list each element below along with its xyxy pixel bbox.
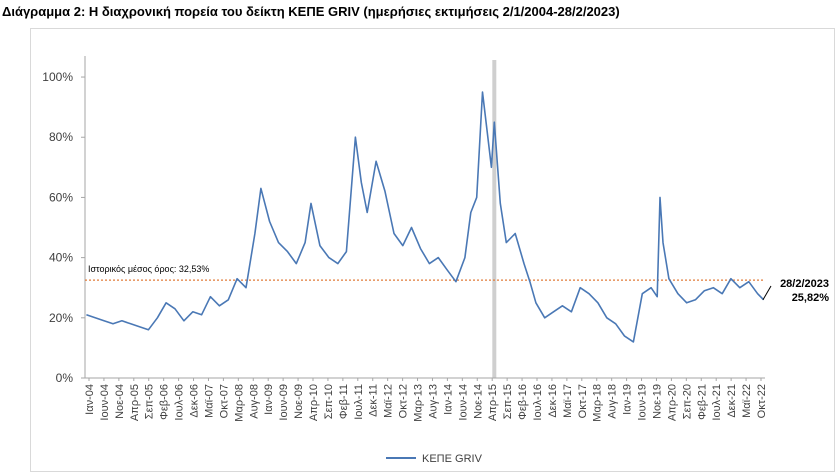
- end-annotation-pointer: [762, 285, 772, 301]
- x-tick-label: Μαϊ-07: [203, 384, 215, 418]
- x-tick-label: Ιουλ-11: [353, 384, 365, 420]
- x-tick-label: Αυγ-18: [607, 384, 619, 419]
- x-tick-label: Οκτ-17: [577, 384, 589, 418]
- x-tick-label: Ιουλ-16: [532, 384, 544, 421]
- highlight-band: [492, 60, 497, 378]
- chart-frame: [30, 28, 835, 472]
- x-tick-label: Σεπ-20: [681, 384, 693, 419]
- x-tick-label: Μαϊ-17: [562, 384, 574, 418]
- x-tick-label: Ιαν-19: [622, 384, 634, 415]
- x-tick-label: Φεβ-06: [159, 384, 171, 420]
- x-tick-label: Απρ-20: [666, 384, 678, 421]
- x-tick-label: Δεκ-06: [189, 384, 201, 418]
- x-tick-label: Νοε-04: [114, 384, 126, 419]
- end-annotation-value: 25,82%: [792, 292, 830, 304]
- x-tick-label: Ιουλ-06: [174, 384, 186, 421]
- y-tick-label: 20%: [49, 311, 73, 325]
- series-line-kepe-griv: [86, 91, 765, 343]
- x-tick-label: Σεπ-05: [144, 384, 156, 419]
- x-tick-label: Σεπ-10: [323, 384, 335, 419]
- y-tick-label: 0%: [56, 371, 74, 385]
- x-tick-label: Μαϊ-22: [741, 384, 753, 418]
- x-tick-label: Μαρ-08: [233, 384, 245, 422]
- mean-reference-label: Ιστορικός μέσος όρος: 32,53%: [88, 264, 209, 274]
- end-annotation-date: 28/2/2023: [780, 278, 829, 290]
- x-tick-label: Αυγ-08: [248, 384, 260, 419]
- x-tick-label: Μαρ-18: [592, 384, 604, 422]
- x-tick-label: Οκτ-07: [218, 384, 230, 418]
- x-tick-label: Ιουν-04: [99, 384, 111, 421]
- chart-title: Διάγραμμα 2: Η διαχρονική πορεία του δεί…: [2, 4, 620, 19]
- x-tick-label: Απρ-05: [129, 384, 141, 421]
- x-tick-label: Ιουλ-21: [711, 384, 723, 421]
- y-tick-label: 80%: [49, 130, 73, 144]
- x-tick-label: Οκτ-12: [398, 384, 410, 418]
- x-tick-label: Νοε-19: [651, 384, 663, 419]
- x-tick-label: Απρ-10: [308, 384, 320, 421]
- x-tick-label: Ιουν-19: [637, 384, 649, 421]
- x-tick-label: Ιουν-14: [457, 384, 469, 421]
- y-tick-label: 60%: [49, 190, 73, 204]
- x-tick-label: Ιαν-09: [263, 384, 275, 415]
- x-tick-label: Απρ-15: [487, 384, 499, 421]
- x-tick-label: Δεκ-11: [368, 384, 380, 417]
- x-tick-label: Νοε-14: [472, 384, 484, 419]
- x-tick-label: Οκτ-22: [756, 384, 768, 418]
- x-tick-label: Ιουν-09: [278, 384, 290, 421]
- x-tick-label: Ιαν-14: [442, 384, 454, 415]
- x-tick-label: Δεκ-16: [547, 384, 559, 418]
- y-tick-label: 100%: [42, 70, 73, 84]
- x-tick-label: Ιαν-04: [84, 384, 96, 415]
- legend-label: ΚΕΠΕ GRIV: [422, 453, 483, 465]
- x-tick-label: Δεκ-21: [726, 384, 738, 418]
- x-tick-label: Μαρ-13: [413, 384, 425, 422]
- y-tick-label: 40%: [49, 251, 73, 265]
- x-tick-label: Φεβ-16: [517, 384, 529, 420]
- x-tick-label: Αυγ-13: [427, 384, 439, 419]
- x-tick-label: Φεβ-11: [338, 384, 350, 419]
- x-tick-label: Σεπ-15: [502, 384, 514, 419]
- x-tick-label: Νοε-09: [293, 384, 305, 419]
- x-tick-label: Φεβ-21: [696, 384, 708, 420]
- x-tick-label: Μαϊ-12: [383, 384, 395, 418]
